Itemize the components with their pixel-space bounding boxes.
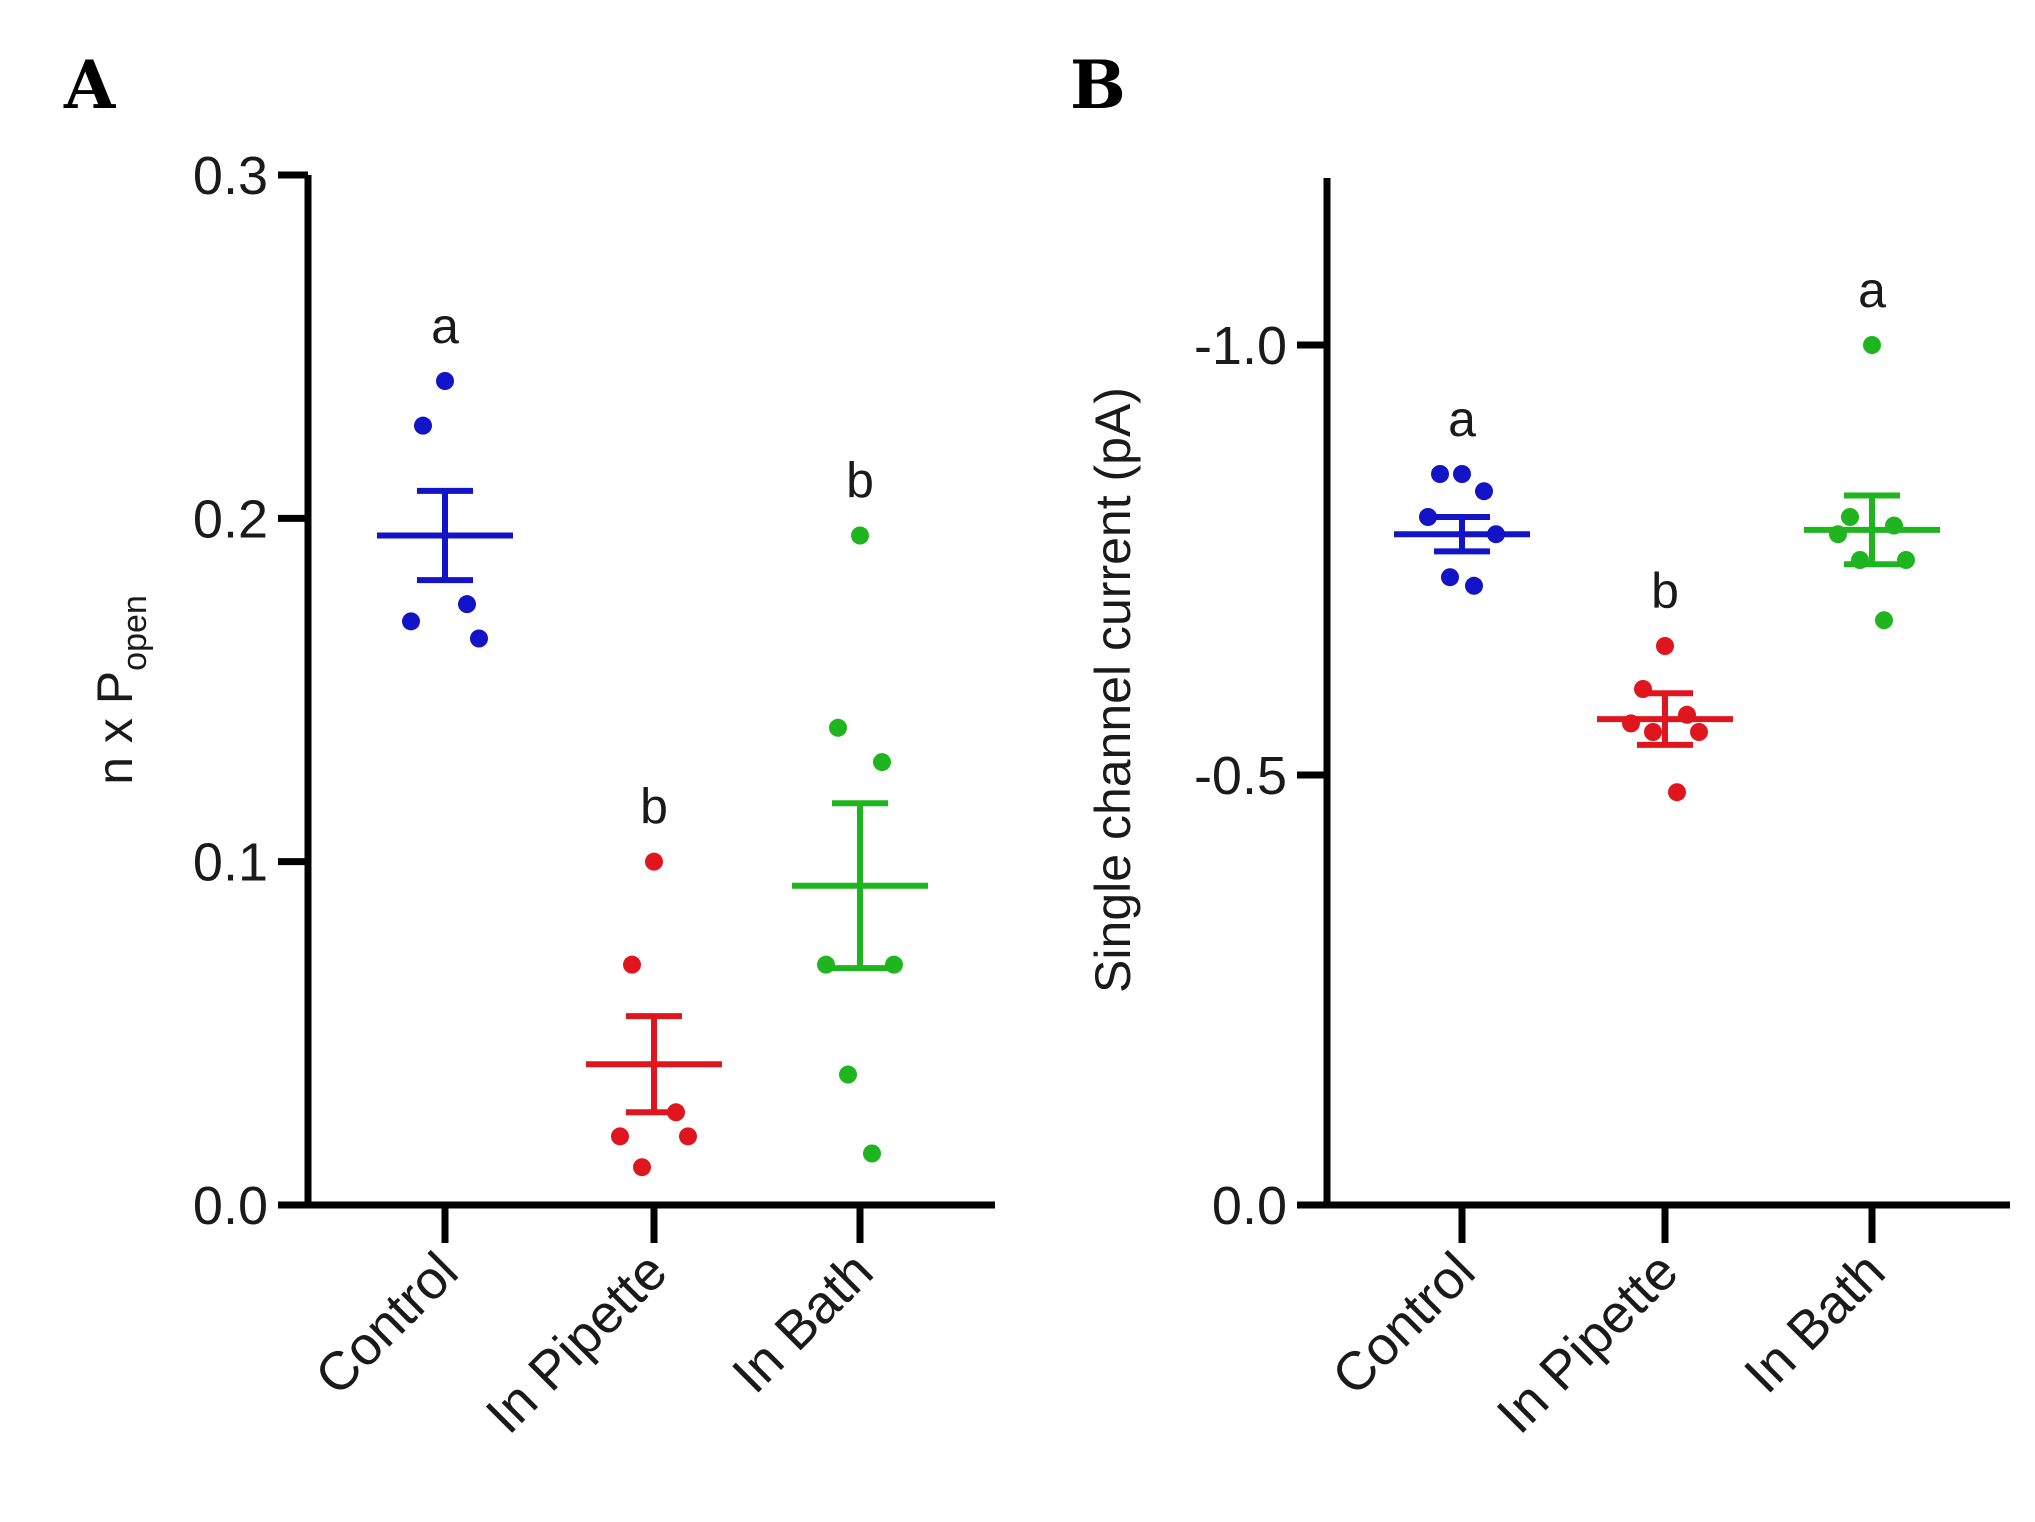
panel-a-y-tick-label: 0.1 [193,833,268,893]
panel-a-sig-control: a [431,298,459,354]
panel-b-y-axis-title: Single channel current (pA) [1085,387,1141,993]
panel-b-point-in-pipette [1644,723,1662,741]
panel-b-sig-in-bath: a [1858,262,1886,318]
panel-b-point-control [1419,508,1437,526]
panel-a-point-control [414,416,432,435]
panel-a-point-control [436,372,454,390]
panel-b-sig-in-pipette: b [1651,563,1679,619]
panel-a-y-axis-title-sub: open [116,595,154,671]
panel-a-point-in-bath [839,1065,857,1084]
panel-b-point-in-pipette [1656,637,1674,655]
panel-b-point-control [1453,465,1471,483]
panel-b-point-control [1431,465,1449,483]
panel-b-sig-control: a [1448,391,1476,447]
panel-a-point-control [458,595,476,614]
panel-a-point-in-bath [829,718,847,737]
panel-a-x-label-control: Control [304,1241,470,1407]
panel-b-point-control [1475,482,1493,501]
panel-b-point-control [1465,576,1483,595]
panel-a-y-tick-label: 0.0 [193,1176,268,1236]
panel-a-point-in-bath [851,526,869,545]
panel-b-chart: 0.0 -0.5 -1.0 Single channel current (pA) Co… [1085,178,2010,1445]
panel-a-letter: A [63,46,116,124]
panel-b-x-label-control: Control [1321,1241,1487,1407]
panel-b-point-in-bath [1863,336,1881,354]
panel-a-x-label-in-pipette: In Pipette [475,1241,679,1445]
panel-a-point-in-bath [863,1144,881,1163]
panel-b-point-in-bath [1875,611,1893,630]
panel-a-point-in-bath [817,955,835,974]
panel-b-y-axis-title-main: Single channel current (pA) [1085,387,1141,993]
panel-b-x-label-in-bath: In Bath [1733,1241,1896,1404]
panel-b-point-in-bath [1897,551,1915,569]
panel-a-point-control [402,612,420,631]
panel-b-y-tick-label: -0.5 [1194,746,1287,806]
panel-a-group-in-bath: b [792,453,928,1163]
panel-b-y-tick-label: 0.0 [1212,1176,1287,1236]
panel-a-sig-in-bath: b [846,453,874,509]
panel-a-point-in-pipette [679,1127,697,1146]
panel-a-point-in-pipette [633,1158,651,1177]
panel-a-sig-in-pipette: b [640,779,668,835]
panel-a-point-control [470,629,488,648]
panel-b-group-control: a [1394,391,1530,595]
panel-a-y-axis-title: n x Popen [87,595,154,785]
panel-a-point-in-bath [873,753,891,772]
panel-a-y-axis-title-main: n x P [87,671,143,785]
panel-b-point-control [1441,568,1459,587]
panel-b-letter: B [1070,46,1126,124]
panel-b-x-label-in-pipette: In Pipette [1486,1241,1690,1445]
panel-b-group-in-bath: a [1804,262,1940,630]
panel-a-y-tick-label: 0.3 [193,146,268,206]
panel-b-point-in-pipette [1690,723,1708,741]
panel-a-chart: 0.0 0.1 0.2 0.3 n x Popen Control In Pipette In… [87,146,995,1445]
panel-b-group-in-pipette: b [1597,563,1733,802]
panel-a-group-control: a [377,298,513,648]
panel-a-point-in-pipette [645,852,663,871]
panel-a-x-label-in-bath: In Bath [721,1241,884,1404]
panel-b-point-in-pipette [1668,783,1686,802]
panel-b-y-tick-label: -1.0 [1194,316,1287,376]
panel-a-point-in-pipette [611,1127,629,1146]
panel-a-group-in-pipette: b [586,779,722,1177]
panel-a-point-in-pipette [623,955,641,974]
panel-a-point-in-bath [885,955,903,974]
panel-a-y-tick-label: 0.2 [193,489,268,549]
panel-b-point-in-bath [1841,508,1859,526]
